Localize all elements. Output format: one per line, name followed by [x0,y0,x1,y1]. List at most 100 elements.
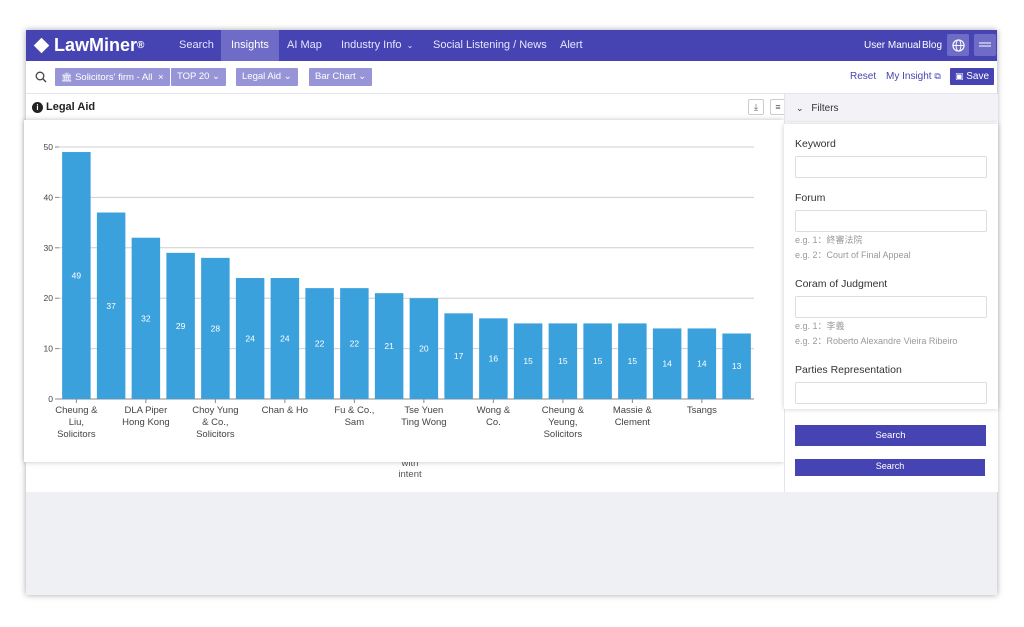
forum-hint-2: e.g. 2：Court of Final Appeal [795,250,911,260]
chevron-down-icon: ⌄ [406,41,414,50]
bar-value-label: 16 [489,354,499,364]
reset-link[interactable]: Reset [850,71,877,82]
coram-hint-1: e.g. 1：李義 [795,321,845,331]
bar [374,293,404,399]
bar [722,333,751,399]
globe-icon [951,38,965,52]
bar [96,212,126,399]
x-tick-label: Yeung, [548,417,577,428]
x-tick-label: Clement [615,417,651,428]
keyword-label: Keyword [795,138,836,150]
background-label-text: with intent [380,458,440,480]
nav-tab-industry-info-label: Industry Info [341,39,402,51]
filter-chip-legal-aid[interactable]: Legal Aid ⌄ [236,68,298,86]
filter-chip-solicitors-firm[interactable]: 🏛 Solicitors' firm - All × [55,68,170,86]
chart-panel-title: i Legal Aid [32,101,95,113]
nav-tab-ai-map[interactable]: AI Map [287,39,322,51]
bar [270,278,300,399]
bar [235,278,265,399]
my-insight-label: My Insight [886,71,932,82]
top-nav-bar: LawMiner ® Search Insights AI Map Industr… [26,30,997,61]
user-menu-button[interactable] [974,34,996,56]
bar-value-label: 32 [141,313,151,323]
bar-value-label: 20 [419,344,429,354]
bar [652,328,682,399]
language-globe-button[interactable] [947,34,969,56]
bar [409,298,439,399]
bar [548,323,578,399]
forum-hint-1: e.g. 1：終審法院 [795,235,863,245]
forum-input[interactable] [795,210,987,232]
x-tick-label: Co. [486,417,501,428]
y-tick-label: 40 [44,192,54,202]
x-tick-label: Fu & Co., [334,405,374,416]
bar [340,288,369,399]
x-tick-label: Sam [345,417,365,428]
blog-link[interactable]: Blog [922,40,943,51]
chip-label-bar-chart: Bar Chart [315,71,356,82]
bar-value-label: 21 [384,341,394,351]
search-button-secondary[interactable]: Search [795,459,985,476]
lawminer-logo[interactable]: LawMiner ® [33,35,144,56]
background-label-line-2: intent [398,469,422,480]
close-icon[interactable]: × [158,72,164,83]
filters-header[interactable]: ⌄ Filters [785,94,998,122]
floppy-disk-icon: ▣ [954,71,964,81]
x-tick-label: Hong Kong [122,417,170,428]
bar [166,252,195,399]
coram-label: Coram of Judgment [795,278,888,290]
x-tick-label: Tse Yuen [404,405,443,416]
bar-value-label: 15 [523,356,533,366]
coram-hint-2: e.g. 2：Roberto Alexandre Vieira Ribeiro [795,336,958,346]
bar-value-label: 15 [628,356,638,366]
y-tick-label: 50 [44,142,54,152]
bar-value-label: 17 [454,351,464,361]
background-label-line-1: with [401,458,419,469]
forum-label: Forum [795,192,826,204]
x-tick-label: Massie & [613,405,653,416]
bar-chart-card: 0 10 20 30 40 50 49 37 32 29 28 24 24 22 22 21 20 17 16 15 1… [24,120,784,462]
y-tick-label: 10 [44,344,54,354]
chevron-down-icon: ⌄ [796,103,804,113]
nav-tab-alert[interactable]: Alert [560,39,583,51]
bar [444,313,473,399]
filter-chip-bar-chart[interactable]: Bar Chart ⌄ [309,68,373,86]
bar [513,323,543,399]
bar-value-label: 28 [211,323,221,333]
search-button[interactable]: Search [795,425,986,446]
bar-chart: 0 10 20 30 40 50 49 37 32 29 28 24 24 22 22 21 20 17 16 15 1… [44,142,754,440]
x-tick-label: Cheung & [55,405,98,416]
user-manual-link[interactable]: User Manual [864,40,921,51]
chevron-down-icon: ⌄ [212,71,221,82]
filter-form-panel: Keyword Forum e.g. 1：終審法院 e.g. 2：Court o… [784,124,998,409]
nav-tab-insights[interactable]: Insights [221,30,279,61]
chip-label-top-20: TOP 20 [177,71,210,82]
bar [583,323,612,399]
chip-label-legal-aid: Legal Aid [242,71,282,82]
x-tick-label: DLA Piper [124,405,167,416]
nav-tab-industry-info[interactable]: Industry Info ⌄ [341,30,413,61]
my-insight-link[interactable]: My Insight ⧉ [886,71,941,82]
bar-value-label: 29 [176,321,186,331]
coram-input[interactable] [795,296,987,318]
chevron-down-icon: ⌄ [283,71,292,82]
info-icon[interactable]: i [32,101,43,113]
x-tick-label: Tsangs [687,405,717,416]
x-tick-label: Solicitors [57,429,96,440]
nav-tab-search[interactable]: Search [179,39,214,51]
chevron-down-icon: ⌄ [358,71,367,82]
nav-tab-social-listening[interactable]: Social Listening / News [433,39,547,51]
bar [687,328,717,399]
menu-icon [979,42,991,47]
bar [62,152,91,399]
bar-value-label: 49 [72,271,82,281]
y-tick-label: 30 [44,243,54,253]
building-icon: 🏛 [61,72,73,82]
download-button[interactable]: ⤓ [748,99,764,115]
parties-representation-input[interactable] [795,382,987,404]
logo-text: LawMiner [54,35,138,55]
filter-chip-top-20[interactable]: TOP 20 ⌄ [171,68,227,86]
save-button[interactable]: ▣ Save [950,68,994,85]
keyword-input[interactable] [795,156,987,178]
search-icon[interactable] [35,71,47,83]
